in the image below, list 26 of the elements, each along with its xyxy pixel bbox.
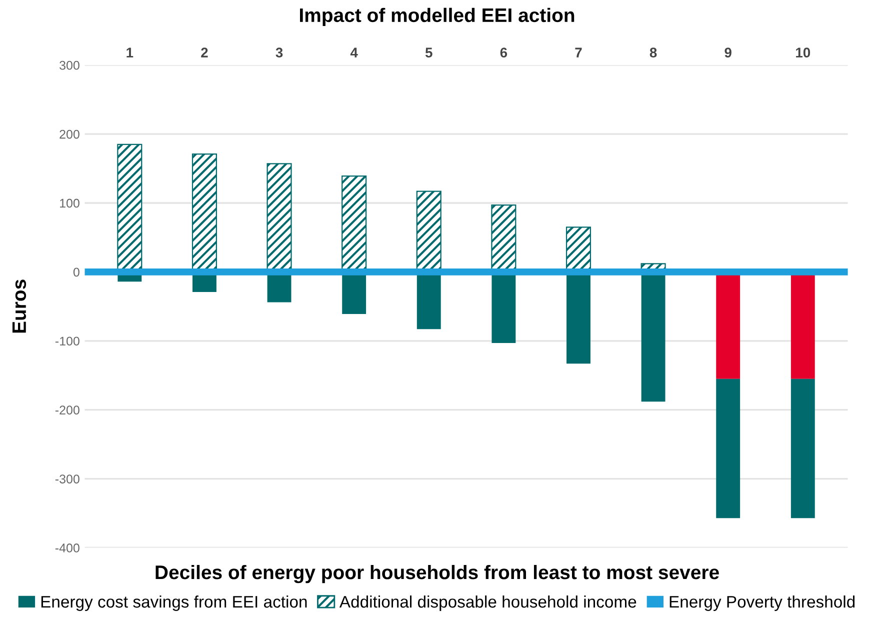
x-tick-label: 4 [350, 48, 358, 58]
y-tick-label: 200 [60, 130, 80, 139]
x-tick-label: 2 [201, 48, 208, 58]
y-tick-label: -400 [55, 544, 80, 552]
bar [716, 378, 740, 518]
y-tick-label: -300 [55, 474, 80, 484]
y-tick-label: 0 [73, 268, 80, 277]
x-tick-label: 9 [724, 48, 732, 58]
x-axis-title: Deciles of energy poor households from least to most severe [156, 564, 719, 584]
x-tick-label: 7 [575, 48, 582, 58]
legend-label: Additional disposable household income [339, 595, 636, 611]
legend-label: Energy cost savings from EEI action [41, 595, 307, 611]
x-tick-label: 6 [500, 48, 508, 58]
y-axis-title: Euros [12, 280, 26, 333]
x-tick-label: 10 [796, 48, 810, 58]
y-tick-label: -100 [55, 336, 80, 346]
legend-label: Energy Poverty threshold [670, 595, 855, 611]
x-tick-label: 5 [425, 48, 432, 58]
x-tick-label: 3 [276, 48, 283, 58]
y-tick-label: 100 [60, 198, 80, 208]
bar [790, 378, 815, 518]
x-tick-label: 8 [650, 48, 657, 58]
y-tick-label: 300 [60, 60, 80, 70]
x-tick-label: 1 [126, 48, 134, 58]
chart-title: Impact of modelled EEI action [300, 8, 574, 26]
y-tick-label: -200 [55, 406, 80, 415]
